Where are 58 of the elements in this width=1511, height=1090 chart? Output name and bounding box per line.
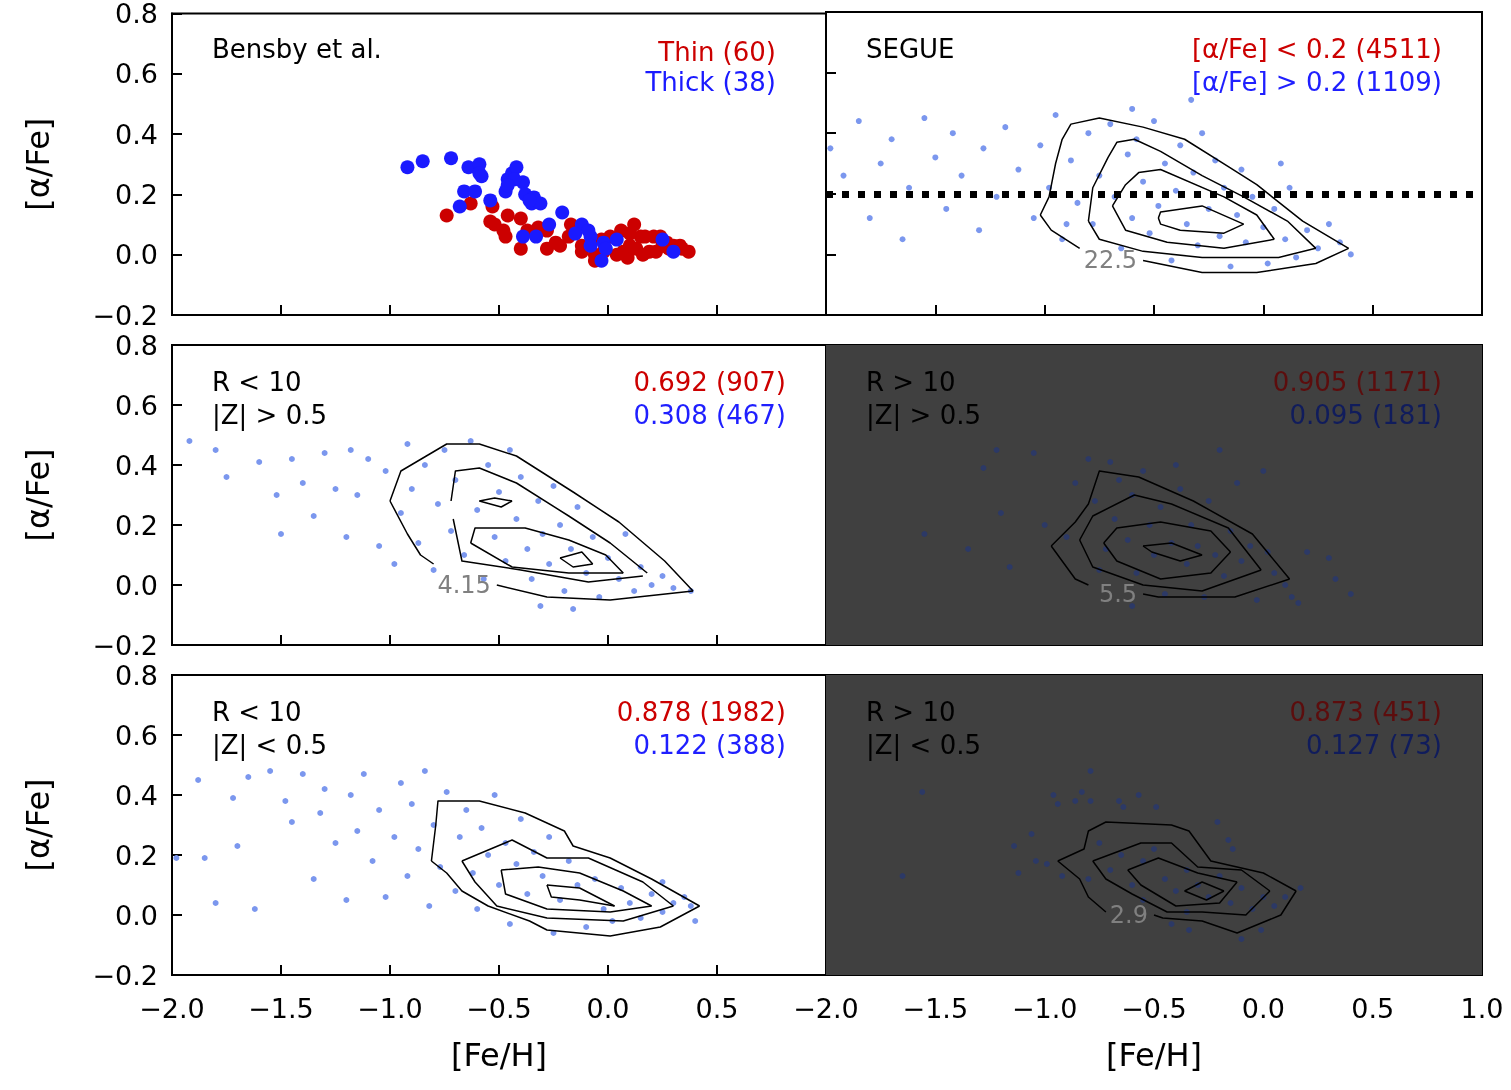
y-tick-label: 0.8 bbox=[115, 329, 158, 361]
x-tick-label: −2.0 bbox=[139, 993, 205, 1024]
y-tick-label: 0.4 bbox=[115, 449, 158, 481]
y-tick-label: 0.8 bbox=[115, 0, 158, 29]
x-tick-label: −1.0 bbox=[357, 993, 423, 1024]
y-tick-label: 0.6 bbox=[115, 719, 158, 751]
series-label: 22.5 bbox=[1083, 246, 1138, 275]
series-label: 2.9 bbox=[1109, 901, 1148, 929]
x-tick-label: −0.5 bbox=[1121, 993, 1187, 1024]
y-tick-label: −0.2 bbox=[92, 629, 158, 661]
annotation: 0.308 (467) bbox=[633, 400, 786, 430]
annotation: R < 10 bbox=[212, 697, 302, 727]
series-label: 5.5 bbox=[1098, 580, 1138, 608]
annotation: [α/Fe] > 0.2 (1109) bbox=[1191, 67, 1442, 97]
annotation: 0.878 (1982) bbox=[616, 697, 786, 727]
x-tick-label: 0.0 bbox=[1241, 993, 1285, 1024]
y-tick-label: 0.4 bbox=[115, 779, 158, 811]
y-tick-label: 0.2 bbox=[115, 839, 158, 871]
annotation: |Z| < 0.5 bbox=[866, 730, 981, 761]
annotation: [α/Fe] < 0.2 (4511) bbox=[1191, 34, 1442, 64]
x-tick-label: 0.5 bbox=[1351, 993, 1395, 1024]
annotation: SEGUE bbox=[866, 34, 955, 64]
x-tick-label: 0.5 bbox=[695, 993, 739, 1024]
y-tick-label: 0.8 bbox=[115, 659, 158, 691]
x-tick-label: −1.0 bbox=[1011, 993, 1078, 1024]
y-axis-title: [α/Fe] bbox=[19, 778, 57, 872]
x-axis-title: [Fe/H] bbox=[1105, 1036, 1203, 1074]
y-tick-label: 0.0 bbox=[115, 239, 158, 271]
annotation: |Z| > 0.5 bbox=[212, 400, 327, 431]
x-tick-label: −1.5 bbox=[902, 993, 969, 1024]
x-tick-label: −2.0 bbox=[793, 993, 859, 1024]
y-axis-title: [α/Fe] bbox=[19, 448, 57, 542]
y-tick-label: 0.2 bbox=[115, 178, 158, 210]
y-tick-label: 0.2 bbox=[115, 509, 158, 541]
x-axis-title: [Fe/H] bbox=[450, 1036, 548, 1074]
x-tick-label: −1.5 bbox=[248, 993, 314, 1024]
y-tick-label: −0.2 bbox=[92, 299, 158, 331]
y-tick-label: 0.0 bbox=[115, 569, 158, 601]
annotation: R > 10 bbox=[866, 697, 956, 727]
annotation: |Z| > 0.5 bbox=[866, 400, 981, 431]
y-tick-label: −0.2 bbox=[92, 959, 158, 991]
annotation: |Z| < 0.5 bbox=[212, 730, 327, 761]
text: Thick (38) bbox=[644, 67, 776, 97]
annotation: 0.122 (388) bbox=[633, 730, 786, 760]
text: Thin (60) bbox=[657, 37, 776, 67]
y-tick-label: 0.6 bbox=[115, 389, 158, 421]
x-tick-label: −0.5 bbox=[466, 993, 532, 1024]
x-tick-label: 0.0 bbox=[586, 993, 630, 1024]
y-axis-title: [α/Fe] bbox=[19, 117, 57, 211]
annotation: 0.692 (907) bbox=[633, 367, 786, 397]
annotation: R < 10 bbox=[212, 367, 302, 397]
y-tick-label: 0.4 bbox=[115, 118, 158, 150]
x-tick-label: 1.0 bbox=[1460, 993, 1504, 1024]
series-label: 4.15 bbox=[437, 571, 491, 599]
y-tick-label: 0.0 bbox=[115, 899, 158, 931]
y-tick-label: 0.6 bbox=[115, 58, 158, 90]
annotation: Bensby et al. bbox=[212, 34, 382, 64]
annotation: R > 10 bbox=[866, 367, 956, 397]
